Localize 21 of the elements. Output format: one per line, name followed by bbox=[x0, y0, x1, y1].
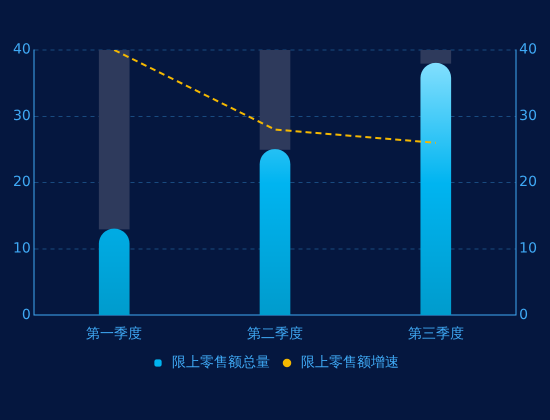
y-tick-label: 10 bbox=[12, 240, 31, 257]
y2-tick-label: 30 bbox=[519, 108, 538, 124]
y2-tick-label: 20 bbox=[519, 174, 538, 190]
y-tick-label: 40 bbox=[12, 42, 31, 58]
legend-label: 限上零售额增速 bbox=[301, 354, 399, 371]
x-tick-label: 第一季度 bbox=[86, 326, 142, 342]
legend-label: 限上零售额总量 bbox=[172, 354, 270, 371]
x-tick-label: 第二季度 bbox=[247, 326, 303, 342]
x-tick-label: 第三季度 bbox=[408, 326, 464, 342]
bar bbox=[260, 149, 290, 316]
y-tick-label: 30 bbox=[12, 108, 31, 124]
bar bbox=[98, 228, 130, 316]
y-tick-label: 0 bbox=[22, 306, 31, 323]
bar bbox=[98, 50, 130, 230]
y2-tick-label: 40 bbox=[519, 42, 538, 58]
y2-tick-label: 0 bbox=[519, 306, 528, 323]
bar bbox=[420, 50, 452, 64]
y2-tick-label: 10 bbox=[519, 240, 538, 257]
bar bbox=[260, 50, 290, 150]
bar bbox=[420, 62, 452, 316]
y-tick-label: 20 bbox=[12, 174, 31, 190]
